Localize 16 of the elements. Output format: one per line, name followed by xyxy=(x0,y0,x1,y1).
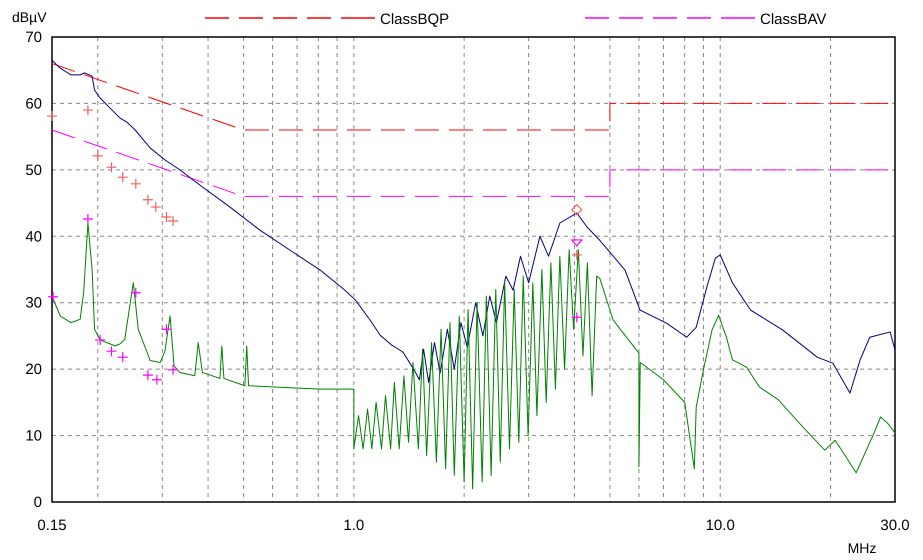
y-tick-label: 40 xyxy=(25,228,42,246)
y-tick-label: 0 xyxy=(34,494,42,511)
x-tick-label: 30.0 xyxy=(880,517,910,534)
y-axis-title: dBµV xyxy=(12,9,48,25)
legend-label: ClassBQP xyxy=(380,11,450,28)
legend-label: ClassBAV xyxy=(760,11,826,28)
y-tick-label: 60 xyxy=(25,95,42,112)
x-axis-title: MHz xyxy=(848,540,876,556)
x-tick-label: 0.15 xyxy=(37,517,67,534)
y-tick-label: 10 xyxy=(25,428,42,445)
y-tick-label: 20 xyxy=(25,361,42,378)
y-tick-label: 30 xyxy=(25,294,42,312)
x-tick-label: 10.0 xyxy=(706,517,735,534)
y-tick-label: 70 xyxy=(25,29,42,46)
y-tick-label: 50 xyxy=(25,162,42,179)
x-tick-label: 1.0 xyxy=(343,517,364,534)
